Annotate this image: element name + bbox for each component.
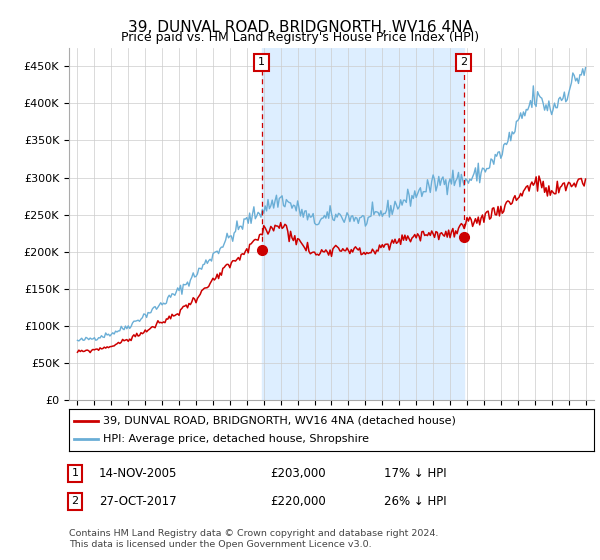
Text: 14-NOV-2005: 14-NOV-2005 xyxy=(99,466,178,480)
Text: 2: 2 xyxy=(71,496,79,506)
Text: £220,000: £220,000 xyxy=(270,494,326,508)
Text: £203,000: £203,000 xyxy=(270,466,326,480)
Text: 27-OCT-2017: 27-OCT-2017 xyxy=(99,494,176,508)
Text: 39, DUNVAL ROAD, BRIDGNORTH, WV16 4NA: 39, DUNVAL ROAD, BRIDGNORTH, WV16 4NA xyxy=(128,20,472,35)
Text: Price paid vs. HM Land Registry's House Price Index (HPI): Price paid vs. HM Land Registry's House … xyxy=(121,31,479,44)
Text: 17% ↓ HPI: 17% ↓ HPI xyxy=(384,466,446,480)
Text: HPI: Average price, detached house, Shropshire: HPI: Average price, detached house, Shro… xyxy=(103,434,369,444)
Text: 1: 1 xyxy=(71,468,79,478)
Text: 2: 2 xyxy=(460,58,467,67)
Text: Contains HM Land Registry data © Crown copyright and database right 2024.
This d: Contains HM Land Registry data © Crown c… xyxy=(69,529,439,549)
Bar xyxy=(262,48,464,400)
Text: 39, DUNVAL ROAD, BRIDGNORTH, WV16 4NA (detached house): 39, DUNVAL ROAD, BRIDGNORTH, WV16 4NA (d… xyxy=(103,416,456,426)
Text: 26% ↓ HPI: 26% ↓ HPI xyxy=(384,494,446,508)
Text: 1: 1 xyxy=(258,58,265,67)
